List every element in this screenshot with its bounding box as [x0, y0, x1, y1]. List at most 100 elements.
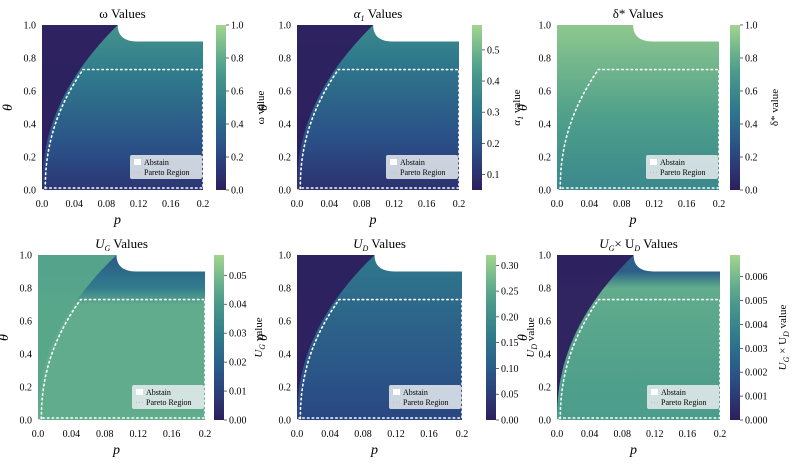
colorbar-tick-label: 0.6 — [231, 87, 244, 98]
colorbar — [730, 255, 740, 420]
y-tick-label: 0.6 — [539, 87, 552, 98]
colorbar-tick-label: 0.004 — [745, 320, 768, 331]
colorbar-tick-label: 0.2 — [487, 139, 500, 150]
colorbar-label-sub: 1 — [516, 116, 525, 120]
legend-pareto-label: Pareto Region — [146, 398, 192, 407]
legend-box — [386, 155, 458, 179]
panel-3: δ* Values 0.0 0.04 0.08 0.12 0.16 0.2 0.0 0.2 0.4… — [516, 6, 781, 228]
x-tick-label: 0.0 — [551, 429, 564, 440]
colorbar-label-main: δ* value — [769, 89, 781, 126]
legend-box — [132, 385, 204, 409]
x-tick-label: 0.08 — [613, 429, 631, 440]
title-rest2: Values — [640, 236, 678, 251]
chart-title: UG× UD Values — [599, 236, 678, 253]
legend-abstain-label: Abstain — [144, 158, 169, 167]
colorbar-label-sub: G — [258, 344, 267, 350]
colorbar-label-main: U — [777, 361, 789, 370]
colorbar-tick-label: 0.0 — [231, 186, 244, 197]
chart-title: ω Values — [99, 6, 145, 21]
legend-box — [647, 385, 719, 409]
heatmap-field — [557, 25, 719, 190]
y-tick-label: 0.6 — [24, 87, 37, 98]
colorbar-tick-label: 0.8 — [745, 54, 758, 65]
colorbar-tick-label: 0.005 — [745, 296, 768, 307]
x-tick-label: 0.08 — [98, 199, 116, 210]
colorbar-tick-label: 0.4 — [487, 77, 500, 88]
title-sub: 1 — [360, 14, 364, 23]
x-tick-label: 0.12 — [387, 429, 405, 440]
legend-pareto-label: Pareto Region — [400, 168, 446, 177]
colorbar-tick-label: 0.006 — [745, 272, 768, 283]
title-rest: Values — [364, 6, 402, 21]
colorbar-tick-label: 0.20 — [501, 312, 519, 323]
pareto-boundary — [556, 68, 720, 191]
pareto-boundary — [556, 298, 721, 421]
y-tick-label: 0.0 — [24, 186, 37, 197]
colorbar-tick-label: 0.3 — [487, 108, 500, 119]
colorbar-tick-label: 0.15 — [501, 338, 519, 349]
y-tick-label: 0.6 — [539, 317, 552, 328]
colorbar — [486, 255, 496, 420]
colorbar-tick-label: 0.05 — [229, 271, 247, 282]
legend-abstain-swatch — [651, 389, 658, 395]
abstain-region — [297, 25, 374, 190]
legend-box — [646, 155, 718, 179]
pareto-boundary — [41, 68, 204, 191]
legend-box — [130, 155, 202, 179]
x-tick-label: 0.2 — [199, 429, 212, 440]
y-axis-label: θ — [516, 104, 531, 111]
colorbar-label-rest: value — [511, 89, 523, 116]
heatmap-field — [297, 25, 459, 190]
y-tick-label: 0.2 — [279, 153, 292, 164]
y-tick-label: 0.2 — [539, 383, 552, 394]
title-sub: G — [609, 244, 615, 253]
x-axis-label: p — [629, 213, 637, 228]
x-tick-label: 0.04 — [581, 429, 599, 440]
y-tick-label: 1.0 — [279, 21, 292, 32]
x-axis-label: p — [369, 213, 377, 228]
x-tick-label: 0.16 — [679, 429, 697, 440]
x-tick-label: 0.12 — [646, 429, 664, 440]
legend-abstain-label: Abstain — [400, 158, 425, 167]
y-tick-label: 0.0 — [279, 186, 292, 197]
colorbar-tick-label: 0.10 — [501, 364, 519, 375]
y-tick-label: 0.4 — [20, 350, 33, 361]
colorbar-tick-label: 0.8 — [231, 54, 244, 65]
abstain-region — [557, 255, 634, 420]
chart-title: δ* Values — [613, 6, 664, 21]
colorbar-label: δ* value — [769, 89, 781, 126]
title-rest: Values — [368, 236, 406, 251]
x-tick-label: 0.08 — [353, 199, 371, 210]
colorbar-label-main: α — [511, 120, 523, 126]
legend-pareto-label: Pareto Region — [660, 168, 706, 177]
heatmap-field — [557, 255, 720, 420]
colorbar-tick-label: 0.003 — [745, 344, 768, 355]
colorbar — [472, 25, 482, 190]
x-tick-label: 0.16 — [678, 199, 696, 210]
legend-abstain-swatch — [393, 389, 400, 395]
y-tick-label: 0.4 — [539, 350, 552, 361]
legend-abstain-swatch — [650, 159, 657, 165]
y-tick-label: 1.0 — [539, 21, 552, 32]
x-axis-label: p — [112, 443, 120, 458]
title-main: δ* Values — [613, 6, 664, 21]
y-tick-label: 0.8 — [279, 54, 292, 65]
x-tick-label: 0.16 — [162, 199, 180, 210]
colorbar-tick-label: 0.000 — [745, 416, 768, 427]
colorbar-label: ω value — [255, 90, 267, 124]
colorbar-label-sub: D — [530, 344, 539, 351]
heatmap-field — [297, 255, 462, 420]
legend-pareto-label: Pareto Region — [661, 398, 707, 407]
y-tick-label: 0.6 — [279, 87, 292, 98]
y-tick-label: 0.8 — [20, 284, 33, 295]
x-tick-label: 0.16 — [420, 429, 438, 440]
colorbar-tick-label: 0.01 — [229, 387, 247, 398]
x-tick-label: 0.2 — [456, 429, 469, 440]
chart-title: UG Values — [95, 236, 148, 253]
colorbar — [216, 25, 226, 190]
y-tick-label: 0.6 — [20, 317, 33, 328]
colorbar-tick-label: 0.04 — [229, 300, 247, 311]
